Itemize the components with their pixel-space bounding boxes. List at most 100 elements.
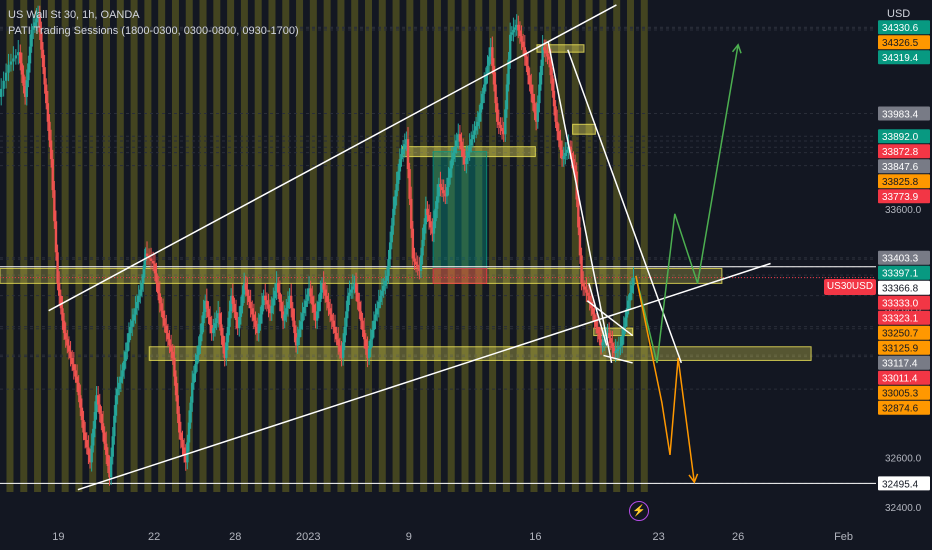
candle-body bbox=[521, 41, 525, 48]
projection-arrowhead bbox=[688, 473, 699, 484]
candle-body bbox=[463, 156, 466, 165]
candle-body bbox=[298, 329, 301, 338]
candle-body bbox=[497, 121, 501, 125]
candle-body bbox=[431, 227, 434, 234]
time-axis[interactable]: 19 22 28 2023 9 16 23 26 Feb bbox=[0, 522, 932, 550]
candle-body bbox=[306, 294, 309, 301]
price-zone bbox=[432, 151, 488, 269]
session-band bbox=[489, 0, 497, 492]
candle-body bbox=[179, 432, 183, 440]
price-label: 33005.3 bbox=[882, 389, 919, 400]
candle-body bbox=[577, 199, 580, 228]
candle-body bbox=[448, 168, 452, 178]
candle-body bbox=[51, 159, 54, 191]
candle-body bbox=[421, 239, 424, 256]
session-band bbox=[268, 0, 276, 492]
candle-body bbox=[455, 140, 458, 147]
flash-icon[interactable]: ⚡ bbox=[629, 501, 649, 521]
session-band bbox=[61, 0, 69, 492]
candle-body bbox=[588, 295, 591, 303]
price-label-box bbox=[878, 174, 930, 189]
candle-body bbox=[333, 326, 337, 334]
candle-body bbox=[255, 326, 259, 334]
indicator-title[interactable]: PATI Trading Sessions (1800-0300, 0300-0… bbox=[8, 25, 299, 37]
candle-body bbox=[129, 326, 132, 334]
candle-body bbox=[59, 295, 63, 309]
candle-body bbox=[66, 339, 69, 346]
price-zone bbox=[593, 327, 634, 337]
x-tick-label: 9 bbox=[406, 531, 412, 543]
candle-body bbox=[61, 308, 64, 321]
candle-body bbox=[241, 294, 244, 306]
candle-body bbox=[286, 302, 290, 309]
session-band bbox=[544, 0, 552, 492]
session-band bbox=[213, 0, 221, 492]
session-band bbox=[75, 0, 83, 492]
candle-body bbox=[541, 47, 544, 66]
candle-body bbox=[387, 259, 390, 276]
trendline bbox=[567, 49, 683, 364]
candle-body bbox=[135, 302, 139, 309]
candle-body bbox=[33, 22, 37, 27]
candle-body bbox=[601, 342, 604, 346]
candle-body bbox=[32, 26, 35, 30]
candle-body bbox=[20, 63, 24, 75]
candle-body bbox=[622, 326, 625, 337]
candle-body bbox=[531, 93, 535, 104]
trendline bbox=[588, 283, 608, 346]
candle-body bbox=[617, 347, 621, 350]
candle-body bbox=[345, 311, 348, 327]
symbol-title[interactable]: US Wall St 30, 1h, OANDA bbox=[8, 9, 140, 21]
candle-body bbox=[557, 131, 561, 141]
candle-body bbox=[445, 187, 449, 197]
price-label: 34326.5 bbox=[882, 38, 919, 49]
price-axis[interactable]: 32400.032600.033200.033600.034200.034330… bbox=[876, 0, 932, 550]
candle-body bbox=[173, 357, 176, 377]
price-label-box bbox=[878, 310, 930, 325]
candle-body bbox=[72, 364, 76, 371]
candle-body bbox=[105, 443, 108, 455]
y-tick-label: 32400.0 bbox=[885, 503, 922, 514]
session-band bbox=[47, 0, 55, 492]
candle-body bbox=[466, 151, 470, 158]
candle-body bbox=[108, 466, 111, 478]
candle-body bbox=[471, 134, 475, 140]
projections bbox=[635, 43, 742, 484]
candle-body bbox=[265, 300, 269, 305]
candle-body bbox=[226, 326, 230, 343]
price-label: 33250.7 bbox=[882, 329, 919, 340]
session-band bbox=[116, 0, 124, 492]
candle-body bbox=[234, 311, 238, 321]
candle-body bbox=[620, 336, 624, 346]
candle-body bbox=[358, 302, 361, 312]
trendline bbox=[48, 4, 617, 312]
candle-body bbox=[100, 413, 103, 424]
session-band bbox=[254, 0, 262, 492]
candle-body bbox=[223, 346, 226, 358]
candle-body bbox=[288, 295, 291, 303]
candle-body bbox=[382, 285, 385, 291]
currency-label: USD bbox=[887, 8, 911, 20]
candle-body bbox=[166, 333, 170, 340]
session-band bbox=[613, 0, 621, 492]
candle-body bbox=[139, 289, 142, 296]
candle-body bbox=[155, 273, 158, 284]
candle-body bbox=[199, 334, 202, 346]
candle-body bbox=[312, 304, 316, 313]
candle-body bbox=[304, 300, 307, 307]
candle-body bbox=[231, 295, 234, 304]
candle-body bbox=[36, 14, 40, 19]
candle-body bbox=[380, 290, 384, 296]
candle-body bbox=[225, 342, 228, 358]
candle-body bbox=[379, 295, 382, 303]
candle-body bbox=[163, 318, 166, 326]
candle-body bbox=[496, 103, 499, 122]
candle-body bbox=[197, 345, 200, 355]
session-band bbox=[103, 0, 111, 492]
candle-body bbox=[335, 333, 338, 340]
session-band bbox=[351, 0, 359, 492]
candle-body bbox=[160, 303, 163, 311]
candle-body bbox=[552, 90, 556, 107]
candle-body bbox=[461, 149, 465, 157]
